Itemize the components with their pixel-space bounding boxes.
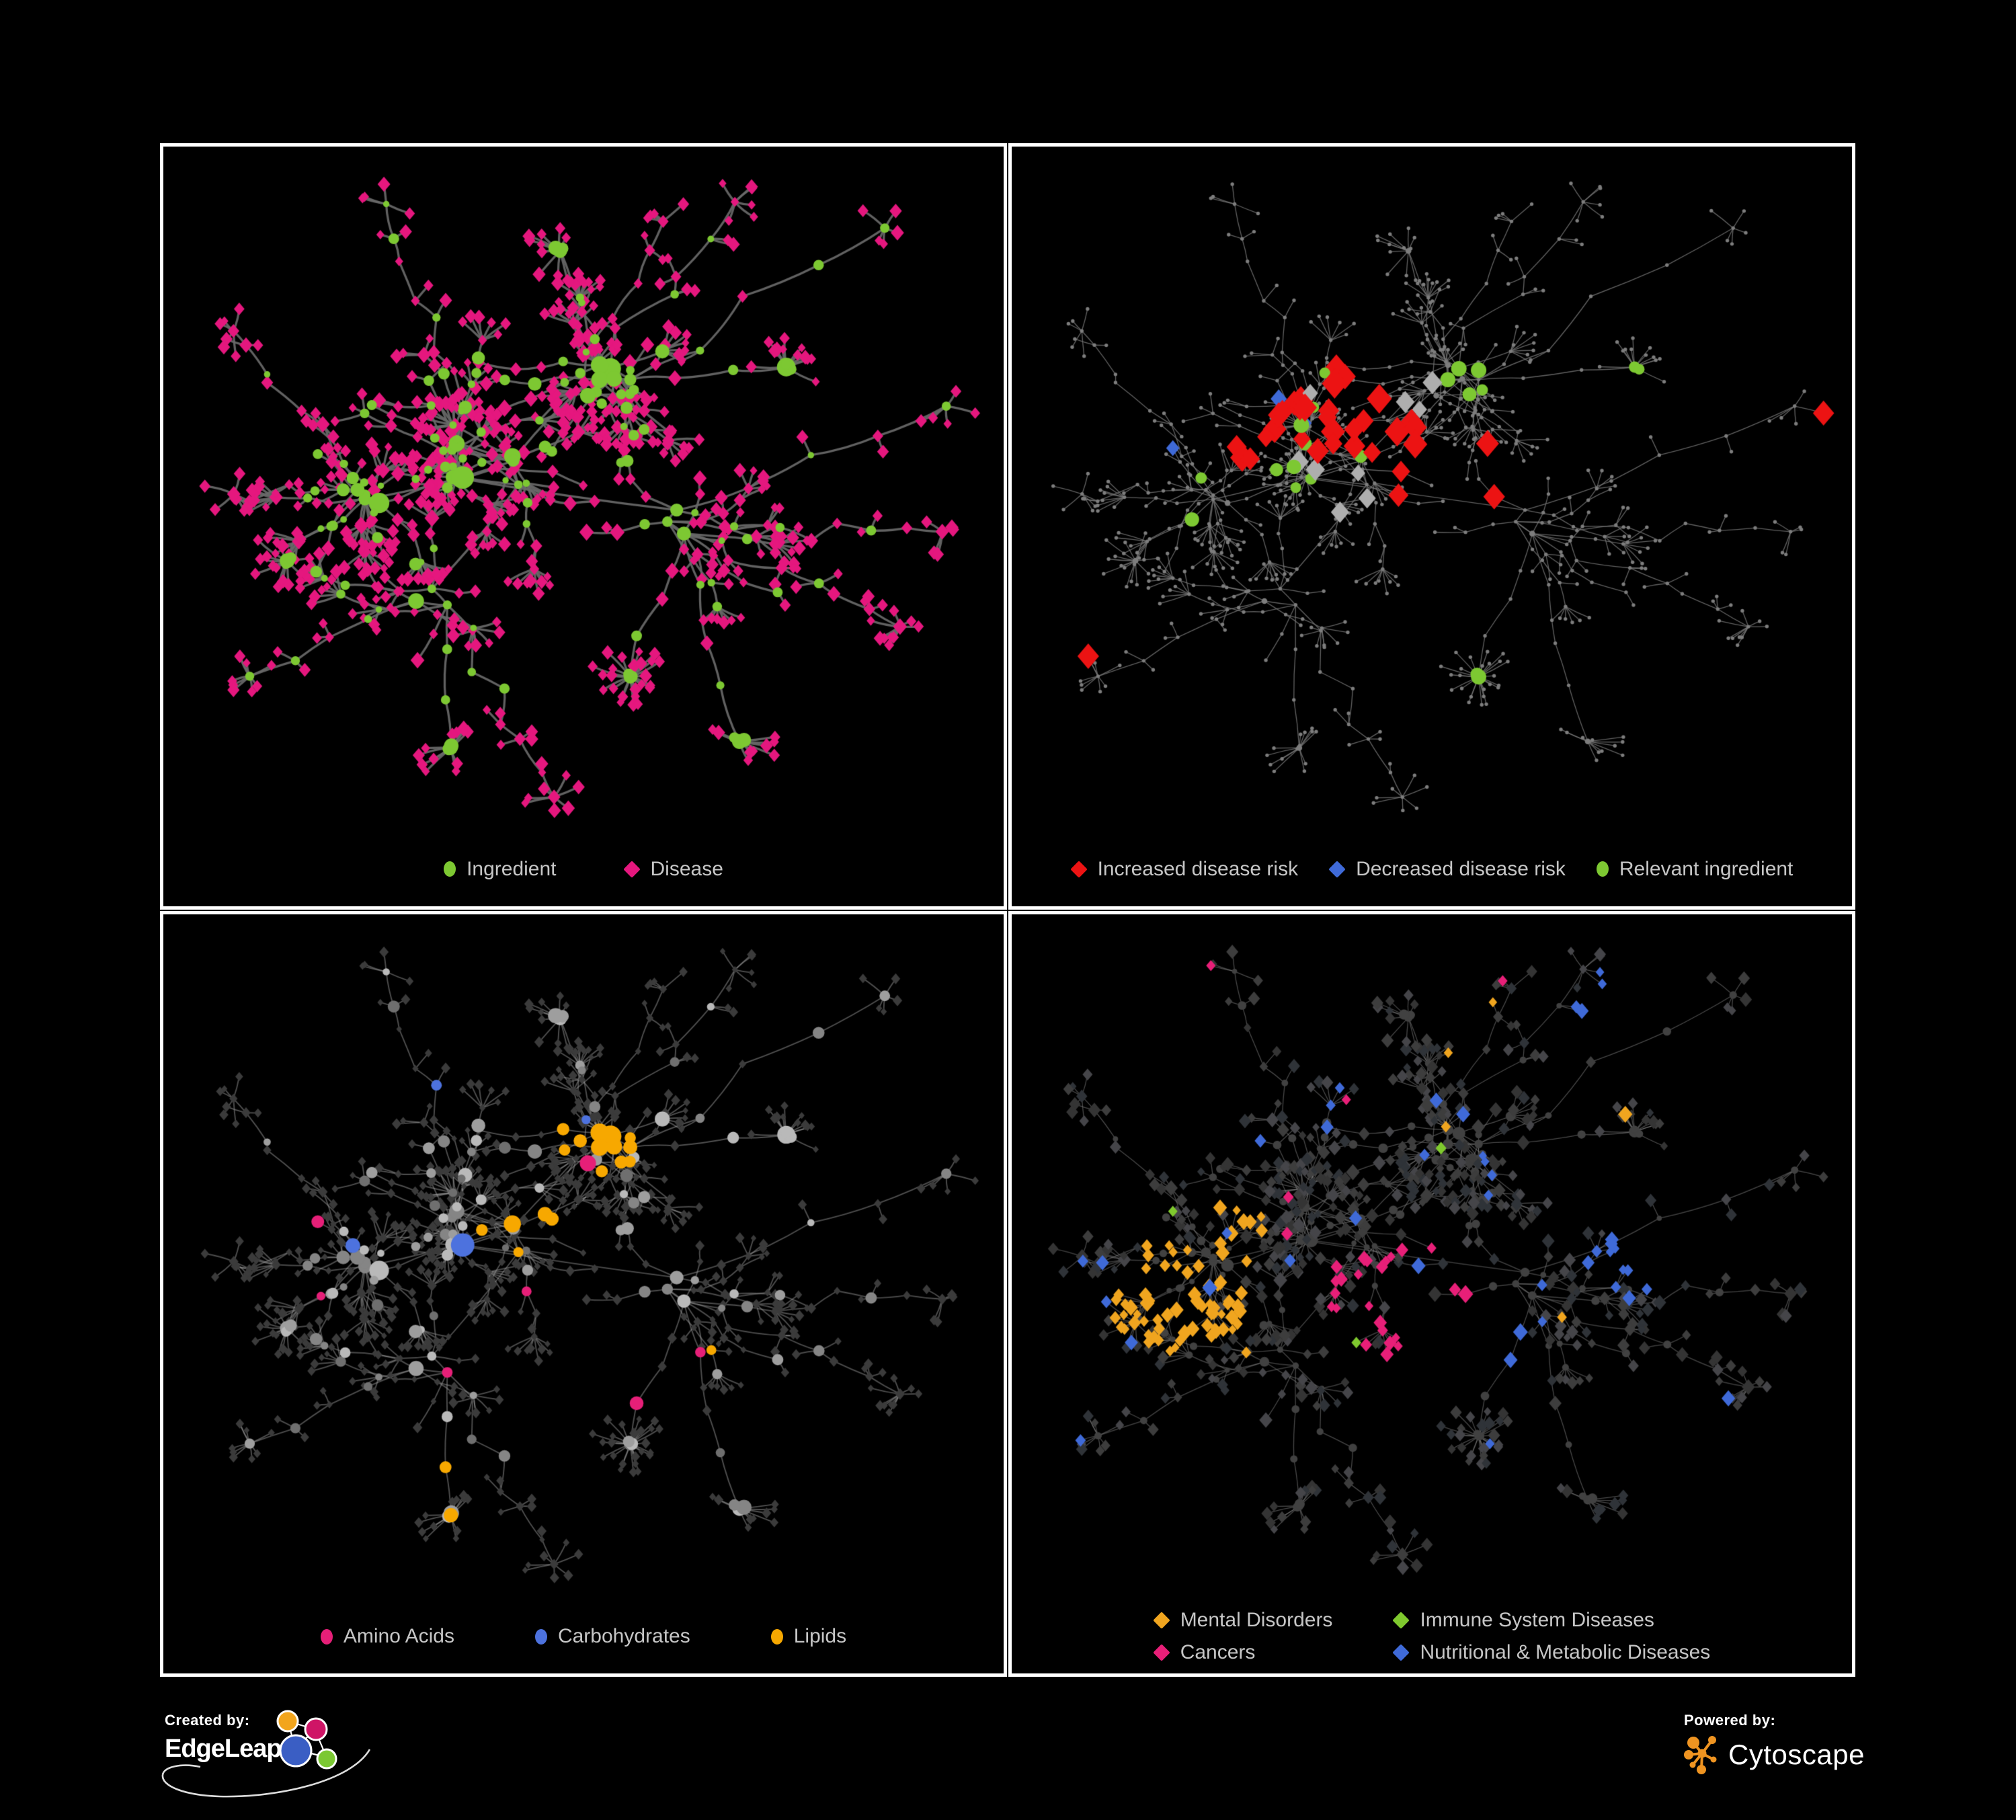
legend-label: Relevant ingredient	[1619, 857, 1793, 880]
immune-diseases-diamond-icon	[1392, 1612, 1410, 1629]
legend-label: Increased disease risk	[1097, 857, 1299, 880]
lipids-circle-icon	[770, 1628, 783, 1645]
edgeleap-credit: Created by: EdgeLeap	[165, 1712, 282, 1764]
cytoscape-logo-icon	[1684, 1736, 1717, 1774]
legend-item: Disease	[622, 857, 723, 880]
relevant-ingredient-circle-icon	[1596, 861, 1609, 877]
cancers-diamond-icon	[1152, 1644, 1170, 1661]
legend-item: Lipids	[770, 1625, 847, 1647]
legend-label: Ingredient	[467, 857, 557, 880]
legend-ingredient-disease: Ingredient Disease	[163, 859, 1004, 879]
network-canvas-disease-risk	[1012, 147, 1852, 906]
network-canvas-ingredient-categories	[163, 914, 1004, 1673]
legend-item: Amino Acids	[320, 1625, 454, 1647]
disease-diamond-icon	[622, 860, 641, 878]
legend-item: Nutritional & Metabolic Diseases	[1392, 1641, 1711, 1663]
edgeleap-swoosh-icon	[161, 1749, 371, 1798]
legend-label: Mental Disorders	[1180, 1609, 1333, 1631]
network-canvas-ingredient-disease	[163, 147, 1004, 906]
legend-label: Lipids	[793, 1625, 847, 1647]
legend-ingredient-categories: Amino Acids Carbohydrates Lipids	[163, 1626, 1004, 1647]
cytoscape-wordmark: Cytoscape	[1728, 1739, 1865, 1770]
mental-disorders-diamond-icon	[1152, 1612, 1170, 1629]
carbohydrates-circle-icon	[534, 1628, 547, 1645]
panel-ingredient-categories-network: Amino Acids Carbohydrates Lipids	[160, 910, 1007, 1677]
nutritional-diseases-diamond-icon	[1392, 1644, 1410, 1661]
edgeleap-wordmark: EdgeLeap	[165, 1735, 282, 1763]
edgeleap-logo-icon	[276, 1710, 337, 1770]
network-canvas-disease-categories	[1012, 914, 1852, 1673]
legend-item: Increased disease risk	[1070, 857, 1299, 880]
legend-item: Immune System Diseases	[1392, 1609, 1710, 1631]
panel-disease-risk-network: Increased disease risk Decreased disease…	[1008, 143, 1855, 910]
legend-label: Nutritional & Metabolic Diseases	[1420, 1641, 1711, 1663]
legend-disease-risk: Increased disease risk Decreased disease…	[1012, 859, 1852, 879]
panel-ingredient-disease-network: Ingredient Disease	[160, 143, 1007, 910]
legend-label: Cancers	[1180, 1641, 1256, 1663]
legend-item: Cancers	[1152, 1641, 1333, 1663]
ingredient-circle-icon	[444, 861, 456, 877]
legend-item: Ingredient	[444, 857, 557, 880]
decreased-risk-diamond-icon	[1328, 860, 1346, 878]
legend-item: Relevant ingredient	[1596, 857, 1793, 880]
legend-item: Carbohydrates	[534, 1625, 690, 1647]
powered-by-label: Powered by:	[1684, 1712, 1776, 1729]
legend-label: Decreased disease risk	[1356, 857, 1566, 880]
legend-label: Immune System Diseases	[1420, 1609, 1654, 1631]
legend-disease-categories: Mental Disorders Immune System Diseases …	[1152, 1609, 1711, 1663]
legend-item: Mental Disorders	[1152, 1609, 1333, 1631]
panel-grid: Ingredient Disease Increased disease ris…	[160, 143, 1855, 1677]
panel-disease-categories-network: Mental Disorders Immune System Diseases …	[1008, 910, 1855, 1677]
increased-risk-diamond-icon	[1070, 860, 1088, 878]
legend-label: Amino Acids	[343, 1625, 454, 1647]
amino-acids-circle-icon	[320, 1628, 333, 1645]
legend-label: Carbohydrates	[557, 1625, 690, 1647]
created-by-label: Created by:	[165, 1712, 250, 1729]
cytoscape-credit: Powered by: Cytoscape	[1684, 1712, 1865, 1775]
legend-label: Disease	[650, 857, 723, 880]
legend-item: Decreased disease risk	[1328, 857, 1566, 880]
